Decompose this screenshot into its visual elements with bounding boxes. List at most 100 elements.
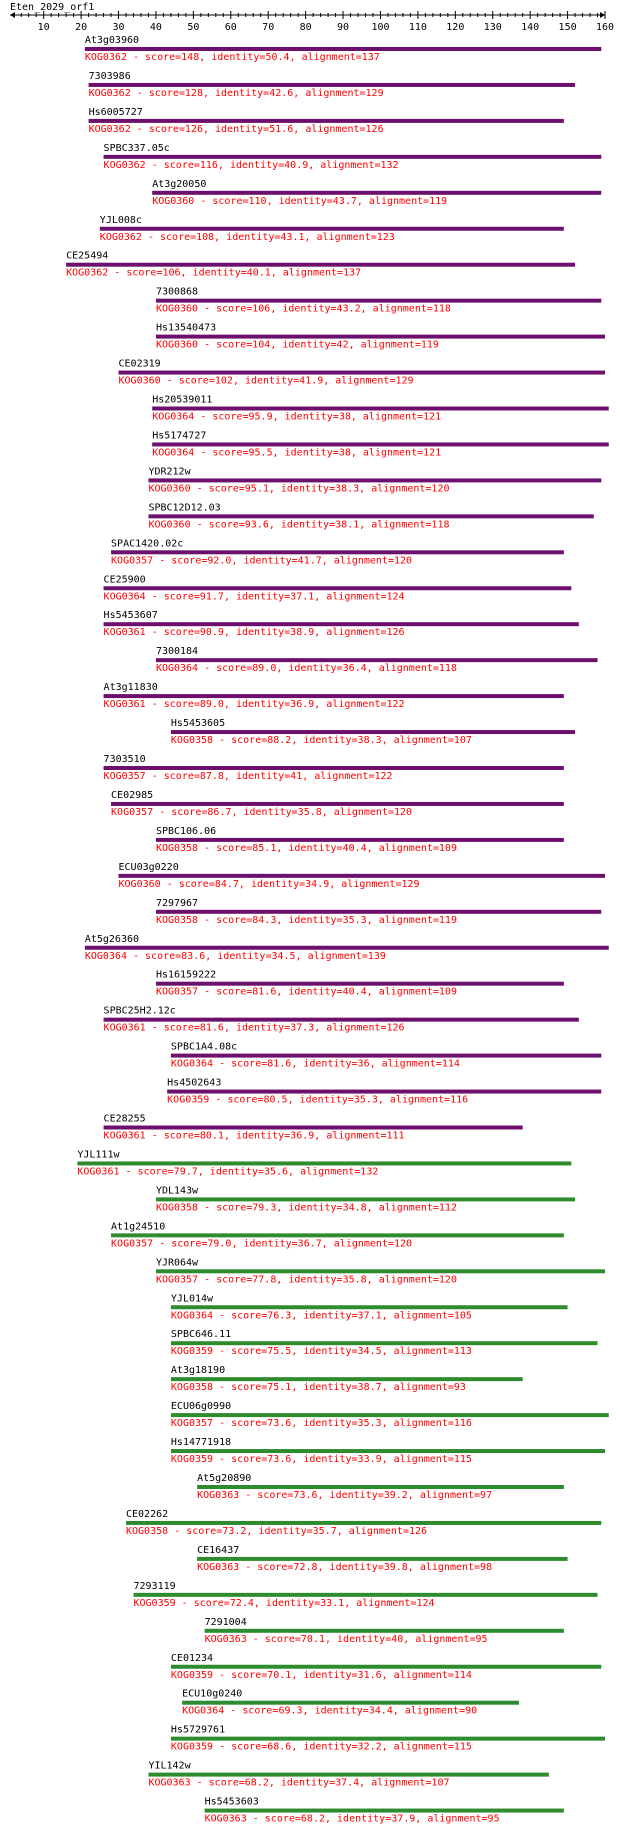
hit-name: ECU03g0220	[119, 862, 179, 873]
hit-row: At3g18190 KOG0358 - score=75.1, identity=…	[170, 1365, 523, 1393]
hit-row: At5g26360 KOG0364 - score=83.6, identity=…	[84, 934, 609, 962]
hit-detail: KOG0359 - score=70.1, identity=31.6, ali…	[171, 1670, 472, 1681]
hit-bar	[103, 1017, 579, 1022]
hit-bar	[103, 622, 579, 627]
hit-row: YIL142w KOG0363 - score=68.2, identity=37…	[148, 1761, 549, 1789]
hit-row: YJR064w KOG0357 - score=77.8, identity=35…	[155, 1257, 605, 1285]
hit-row: SPBC337.05c KOG0362 - score=116, identity…	[103, 143, 602, 171]
hit-detail: KOG0364 - score=95.5, identity=38, align…	[152, 447, 441, 458]
hit-detail: KOG0364 - score=83.6, identity=34.5, ali…	[85, 951, 386, 962]
hit-row: SPBC106.06 KOG0358 - score=85.1, identity…	[155, 826, 564, 854]
hit-bar	[148, 514, 594, 519]
hit-row: YJL008c KOG0362 - score=108, identity=43.…	[99, 215, 564, 243]
hit-detail: KOG0358 - score=79.3, identity=34.8, ali…	[156, 1202, 457, 1213]
hit-name: Hs5453603	[205, 1797, 259, 1808]
hit-row: 7297967 KOG0358 - score=84.3, identity=35…	[155, 898, 602, 926]
hit-detail: KOG0364 - score=76.3, identity=37.1, ali…	[171, 1310, 472, 1321]
hit-bar	[84, 47, 602, 51]
hit-name: SPBC337.05c	[104, 143, 170, 154]
hit-detail: KOG0363 - score=68.2, identity=37.9, ali…	[205, 1814, 500, 1825]
chart-title: Eten_2029_orf1	[10, 2, 94, 13]
hit-row: 7303510 KOG0357 - score=87.8, identity=41…	[103, 754, 564, 782]
hit-detail: KOG0359 - score=72.4, identity=33.1, ali…	[133, 1598, 434, 1609]
sequence-axis: 10 20 30 40 50 60 70 80 90 100 110 120 130 140 150 160	[10, 11, 614, 33]
hit-detail: KOG0359 - score=80.5, identity=35.3, ali…	[167, 1095, 468, 1106]
hit-row: 7303986 KOG0362 - score=128, identity=42.…	[88, 71, 576, 99]
hit-row: At5g20890 KOG0363 - score=73.6, identity=…	[197, 1473, 564, 1501]
axis-tick-label: 90	[337, 22, 349, 33]
hit-detail: KOG0362 - score=128, identity=42.6, alig…	[89, 88, 384, 99]
hit-row: Hs13540473 KOG0360 - score=104, identity=…	[155, 323, 605, 351]
hit-bar	[152, 190, 602, 195]
hit-detail: KOG0357 - score=87.8, identity=41, align…	[104, 771, 393, 782]
hit-name: At3g20050	[152, 179, 206, 190]
hit-name: Hs5729761	[171, 1725, 225, 1736]
hit-row: CE01234 KOG0359 - score=70.1, identity=31…	[170, 1653, 602, 1681]
axis-tick-label: 150	[559, 22, 577, 33]
hit-detail: KOG0363 - score=73.6, identity=39.2, ali…	[197, 1490, 492, 1501]
hit-name: Hs13540473	[156, 323, 216, 334]
hit-name: YJL111w	[77, 1149, 120, 1160]
hit-name: 7300868	[156, 287, 198, 298]
hit-row: ECU10g0240 KOG0364 - score=69.3, identity…	[182, 1689, 519, 1717]
hit-row: CE02262 KOG0358 - score=73.2, identity=35…	[126, 1509, 602, 1537]
hit-detail: KOG0361 - score=79.7, identity=35.6, ali…	[77, 1166, 378, 1177]
hit-name: At3g18190	[171, 1365, 225, 1376]
hit-detail: KOG0361 - score=81.6, identity=37.3, ali…	[104, 1023, 405, 1034]
hit-row: CE02985 KOG0357 - score=86.7, identity=35…	[111, 790, 564, 818]
hit-bar	[155, 1269, 605, 1274]
hit-row: At3g11830 KOG0361 - score=89.0, identity=…	[103, 682, 564, 710]
hit-row: At3g20050 KOG0360 - score=110, identity=4…	[152, 179, 602, 207]
hit-detail: KOG0364 - score=89.0, identity=36.4, ali…	[156, 663, 457, 674]
hit-detail: KOG0359 - score=75.5, identity=34.5, ali…	[171, 1346, 472, 1357]
hit-detail: KOG0358 - score=88.2, identity=38.3, ali…	[171, 735, 472, 746]
hit-detail: KOG0358 - score=84.3, identity=35.3, ali…	[156, 915, 457, 926]
hit-name: At3g03960	[85, 35, 139, 46]
hit-detail: KOG0364 - score=95.9, identity=38, align…	[152, 412, 441, 423]
hit-bar	[111, 1233, 564, 1238]
hit-bar	[111, 550, 564, 555]
hit-name: At5g20890	[197, 1473, 251, 1484]
hit-name: CE02319	[119, 359, 161, 370]
hit-bar	[103, 694, 564, 699]
hit-name: At5g26360	[85, 934, 139, 945]
hit-row: YJL014w KOG0364 - score=76.3, identity=37…	[170, 1293, 568, 1321]
hit-name: ECU06g0990	[171, 1401, 231, 1412]
hit-bar	[99, 226, 564, 231]
hit-detail: KOG0361 - score=80.1, identity=36.9, ali…	[104, 1131, 405, 1142]
hit-detail: KOG0360 - score=93.6, identity=38.1, ali…	[148, 519, 449, 530]
hit-name: At3g11830	[104, 682, 158, 693]
hit-detail: KOG0363 - score=68.2, identity=37.4, ali…	[148, 1778, 449, 1789]
hit-bar	[152, 406, 609, 411]
hit-name: 7300184	[156, 646, 198, 657]
hit-name: 7293119	[133, 1581, 175, 1592]
hit-row: Hs4502643 KOG0359 - score=80.5, identity=…	[167, 1078, 602, 1106]
hit-detail: KOG0357 - score=86.7, identity=35.8, ali…	[111, 807, 412, 818]
axis-tick-label: 160	[596, 22, 614, 33]
hit-row: YJL111w KOG0361 - score=79.7, identity=35…	[77, 1149, 572, 1177]
hit-name: SPBC646.11	[171, 1329, 231, 1340]
hit-bar	[155, 298, 602, 303]
hit-name: CE02262	[126, 1509, 168, 1520]
hit-row: YDR212w KOG0360 - score=95.1, identity=38…	[148, 466, 602, 494]
hit-detail: KOG0360 - score=110, identity=43.7, alig…	[152, 196, 447, 207]
hit-bar	[88, 118, 564, 123]
hit-bar	[118, 370, 606, 375]
hit-row: At1g24510 KOG0357 - score=79.0, identity=…	[111, 1221, 564, 1249]
hit-bar	[170, 1449, 605, 1454]
hit-name: Hs20539011	[152, 395, 212, 406]
hit-bar	[155, 334, 605, 339]
hit-row: Hs5453605 KOG0358 - score=88.2, identity=…	[170, 718, 576, 746]
hit-name: At1g24510	[111, 1221, 165, 1232]
hit-row: Hs5174727 KOG0364 - score=95.5, identity=…	[152, 430, 609, 458]
hit-bar	[204, 1628, 564, 1633]
hit-row: SPBC646.11 KOG0359 - score=75.5, identity…	[170, 1329, 598, 1357]
hit-bar	[182, 1700, 519, 1705]
hit-detail: KOG0358 - score=73.2, identity=35.7, ali…	[126, 1526, 427, 1537]
hit-bar	[103, 154, 602, 159]
hit-name: ECU10g0240	[182, 1689, 242, 1700]
hit-detail: KOG0357 - score=81.6, identity=40.4, ali…	[156, 987, 457, 998]
hit-detail: KOG0360 - score=95.1, identity=38.3, ali…	[148, 483, 449, 494]
hit-detail: KOG0358 - score=85.1, identity=40.4, ali…	[156, 843, 457, 854]
hit-name: SPAC1420.02c	[111, 538, 183, 549]
